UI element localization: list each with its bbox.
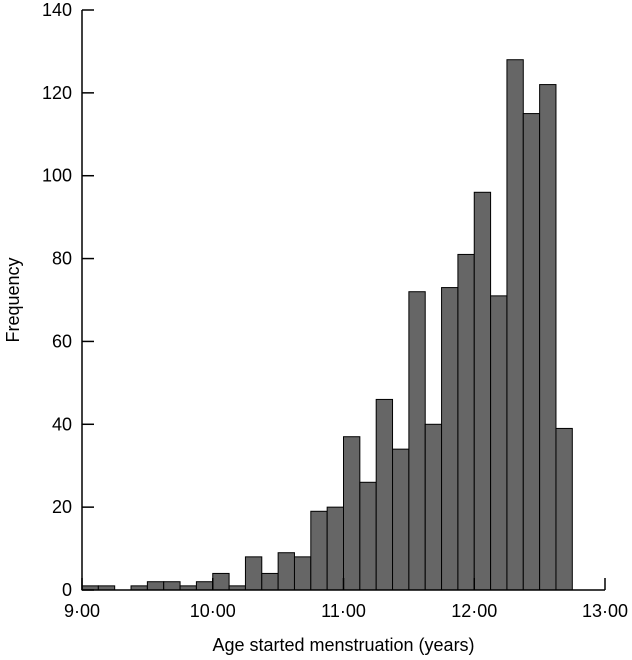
histogram-bar [555,427,573,591]
histogram-bar [490,295,508,591]
histogram-bar [261,572,279,591]
y-tick-label: 140 [42,0,72,20]
histogram-bar [146,581,165,591]
x-tick-label: 9·00 [64,601,100,621]
histogram-bar [457,253,475,591]
histogram-bar [473,191,492,591]
y-axis-ticks: 0 20 40 60 80 100 120 140 [42,0,94,600]
x-tick-label: 11·00 [321,601,366,621]
y-tick-label: 40 [52,414,72,434]
y-tick-label: 20 [52,497,72,517]
histogram-bar [310,510,328,591]
histogram-bar [506,59,524,591]
y-tick-label: 0 [62,580,72,600]
histogram-bar [163,581,181,591]
y-tick-label: 120 [42,83,72,103]
x-tick-label: 10·00 [190,601,236,621]
histogram-bar [359,481,377,591]
x-axis-ticks: 9·00 10·00 11·00 12·00 13·00 [64,578,628,621]
y-axis-label: Frequency [3,257,23,342]
histogram-bar [441,287,459,591]
x-tick-label: 13·00 [582,601,628,621]
histogram-bar [392,448,410,591]
histogram-bar [212,572,230,591]
histogram-bar [522,113,541,591]
x-tick-label: 12·00 [451,601,497,621]
y-tick-label: 60 [52,331,72,351]
histogram-bar [293,556,312,591]
y-tick-label: 100 [42,166,72,186]
histogram-bar [408,291,426,591]
histogram-bar [277,552,295,591]
histogram-bar [424,423,443,591]
histogram-bar [343,436,361,591]
x-axis-label: Age started menstruation (years) [212,635,474,655]
histogram-bar [539,84,557,591]
histogram-bar [375,398,394,591]
histogram-bar [326,506,344,591]
y-tick-label: 80 [52,249,72,269]
bars-group [81,59,573,591]
histogram-bar [195,581,214,591]
histogram-bar [244,556,263,591]
